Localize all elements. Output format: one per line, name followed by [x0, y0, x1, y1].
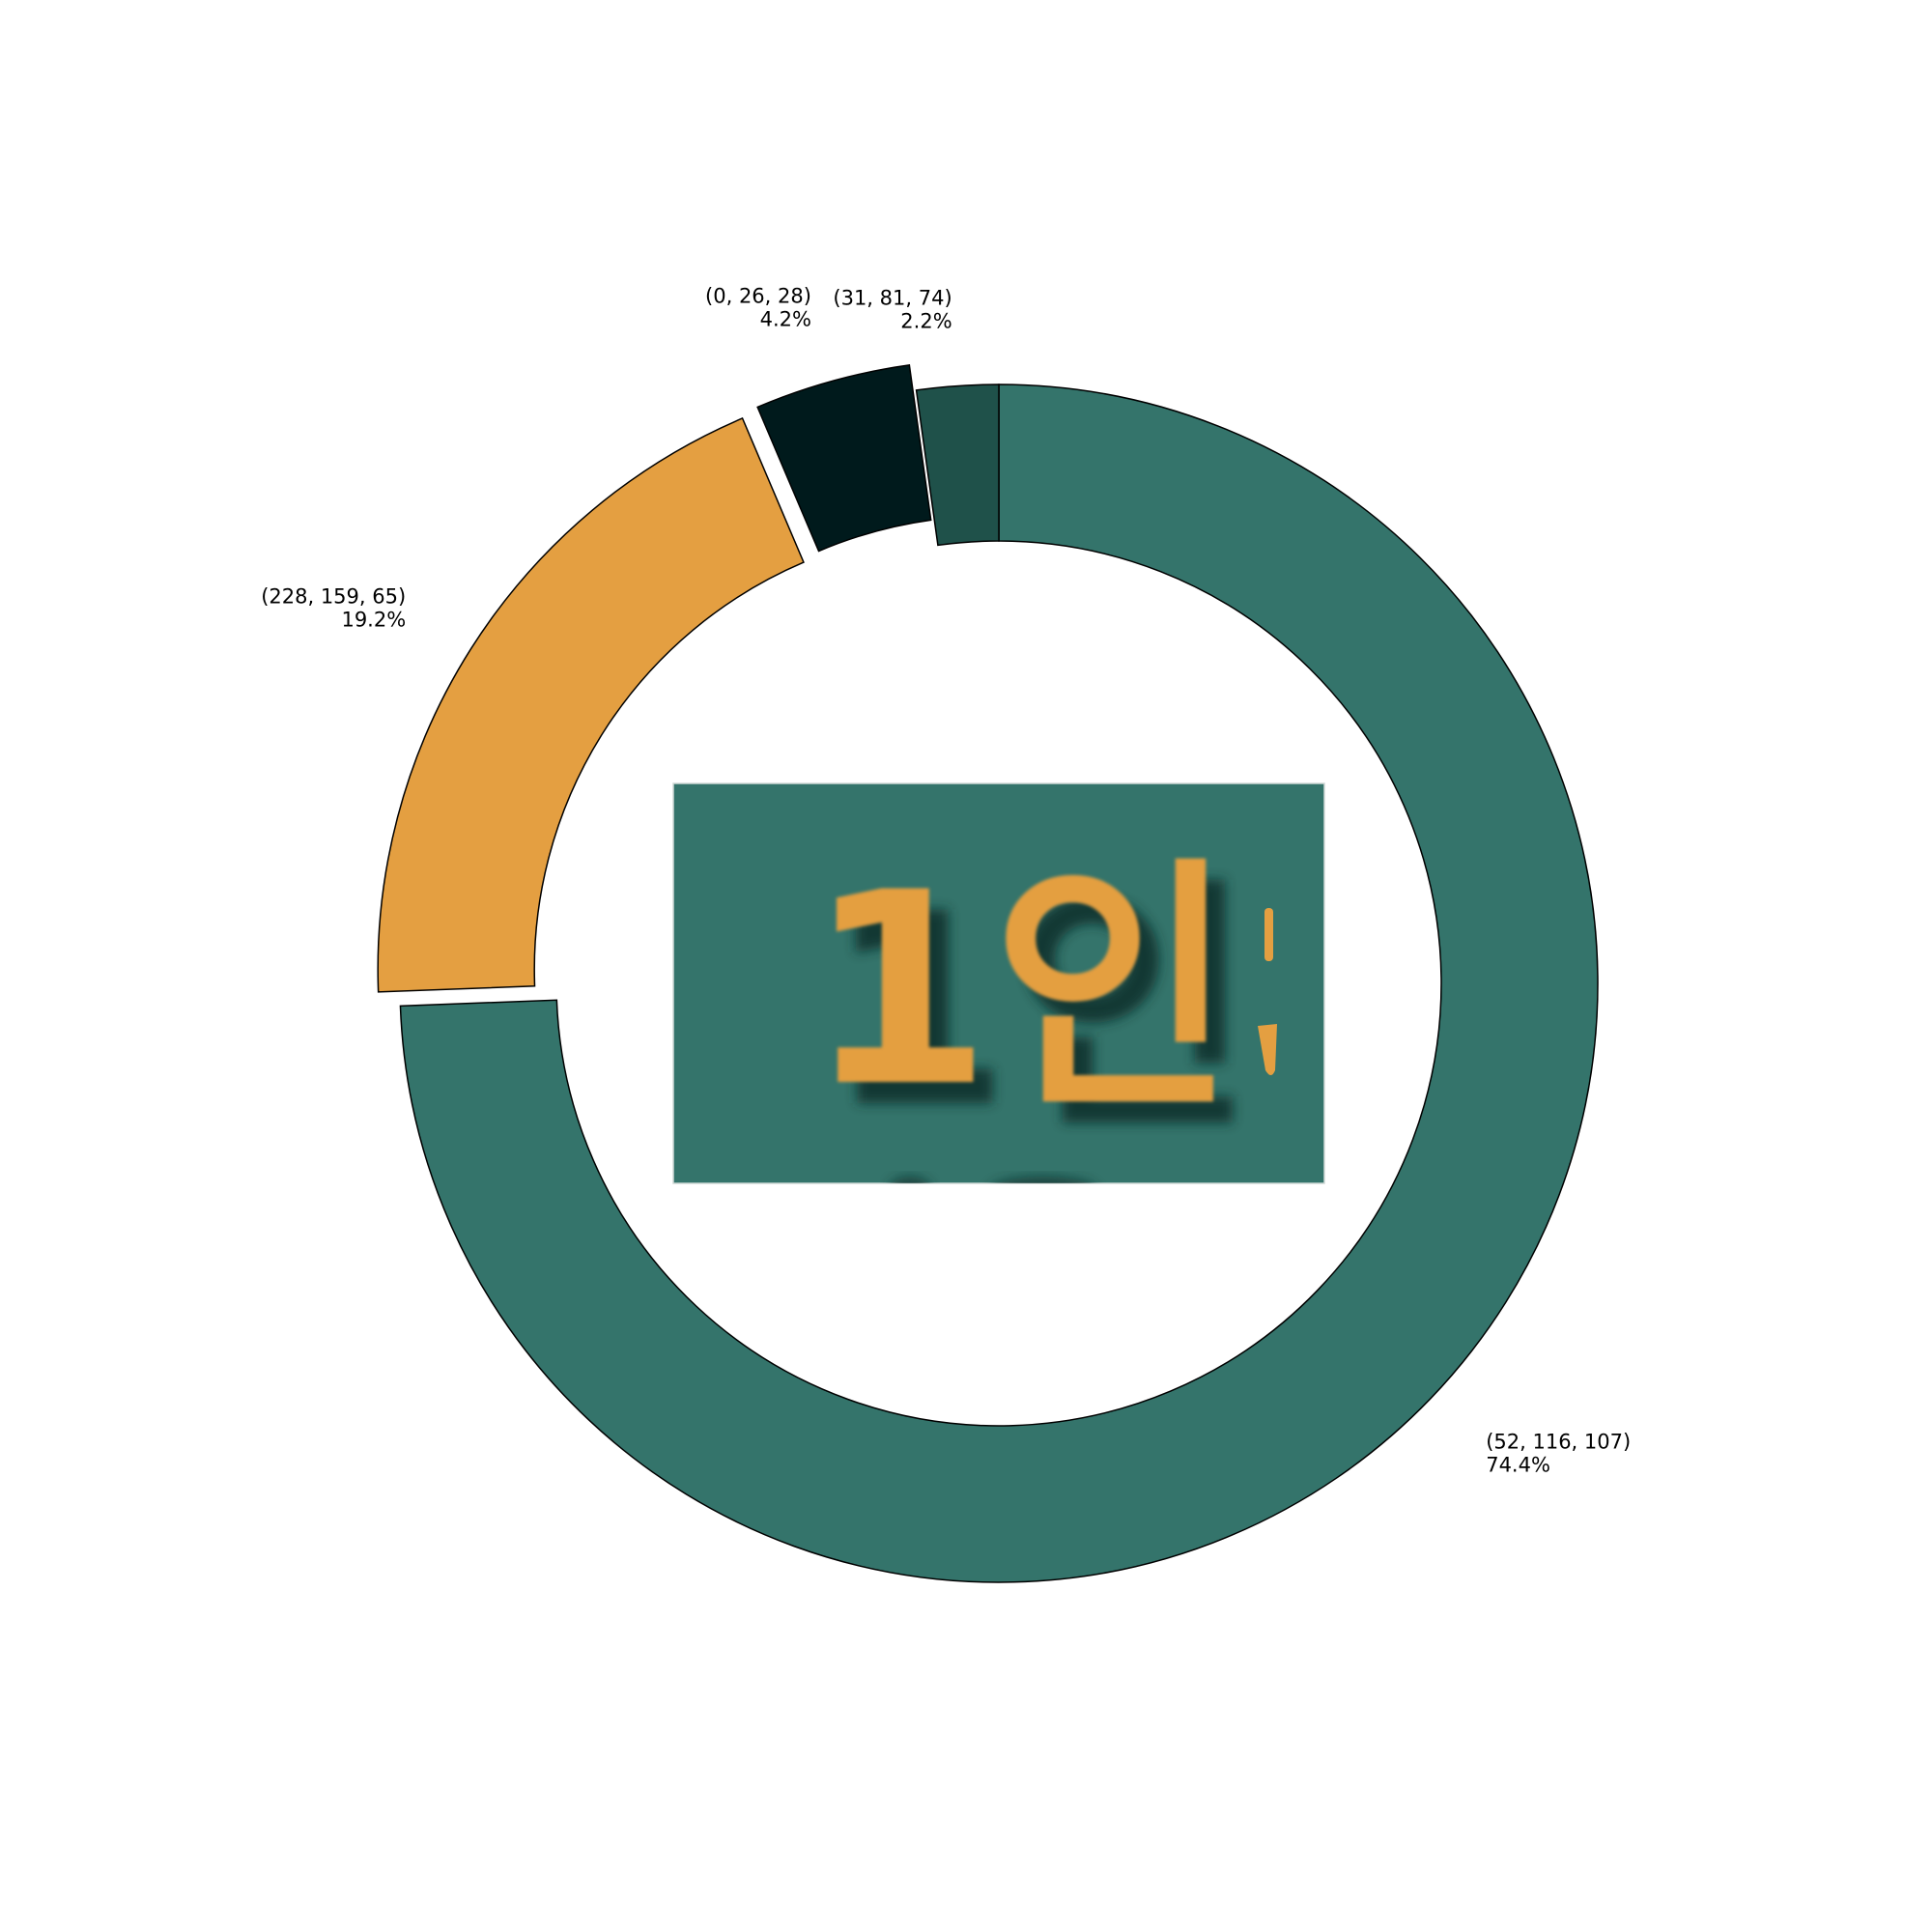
slice-228-159-65 — [377, 417, 805, 993]
slice-label-percent: 74.4% — [1486, 1454, 1550, 1477]
svg-text:1인: 1인 — [826, 857, 1255, 1166]
slice-52-116-107 — [399, 384, 1599, 1583]
slice-label-name: (0, 26, 28) — [705, 284, 811, 307]
slice-31-81-74 — [915, 384, 1000, 547]
slice-label-percent: 19.2% — [341, 608, 406, 631]
center-logo-image: 1인 1인 — [672, 782, 1325, 1184]
slice-label-52-116-107: (52, 116, 107) 74.4% — [1486, 1431, 1631, 1477]
slices-layer — [377, 364, 1599, 1583]
slice-label-name: (31, 81, 74) — [833, 287, 952, 310]
slice-label-31-81-74: (31, 81, 74) 2.2% — [833, 287, 952, 333]
slice-label-0-26-28: (0, 26, 28) 4.2% — [705, 284, 811, 330]
slice-label-percent: 2.2% — [900, 310, 952, 333]
center-logo-text: 1인 — [807, 836, 1236, 1145]
slice-0-26-28 — [756, 364, 932, 553]
labels-layer: (52, 116, 107) 74.4% (228, 159, 65) 19.2% (0… — [261, 284, 1631, 1476]
slice-label-name: (52, 116, 107) — [1486, 1431, 1631, 1454]
slice-label-228-159-65: (228, 159, 65) 19.2% — [261, 584, 406, 631]
slice-label-name: (228, 159, 65) — [261, 584, 406, 608]
slice-label-percent: 4.2% — [760, 307, 811, 330]
